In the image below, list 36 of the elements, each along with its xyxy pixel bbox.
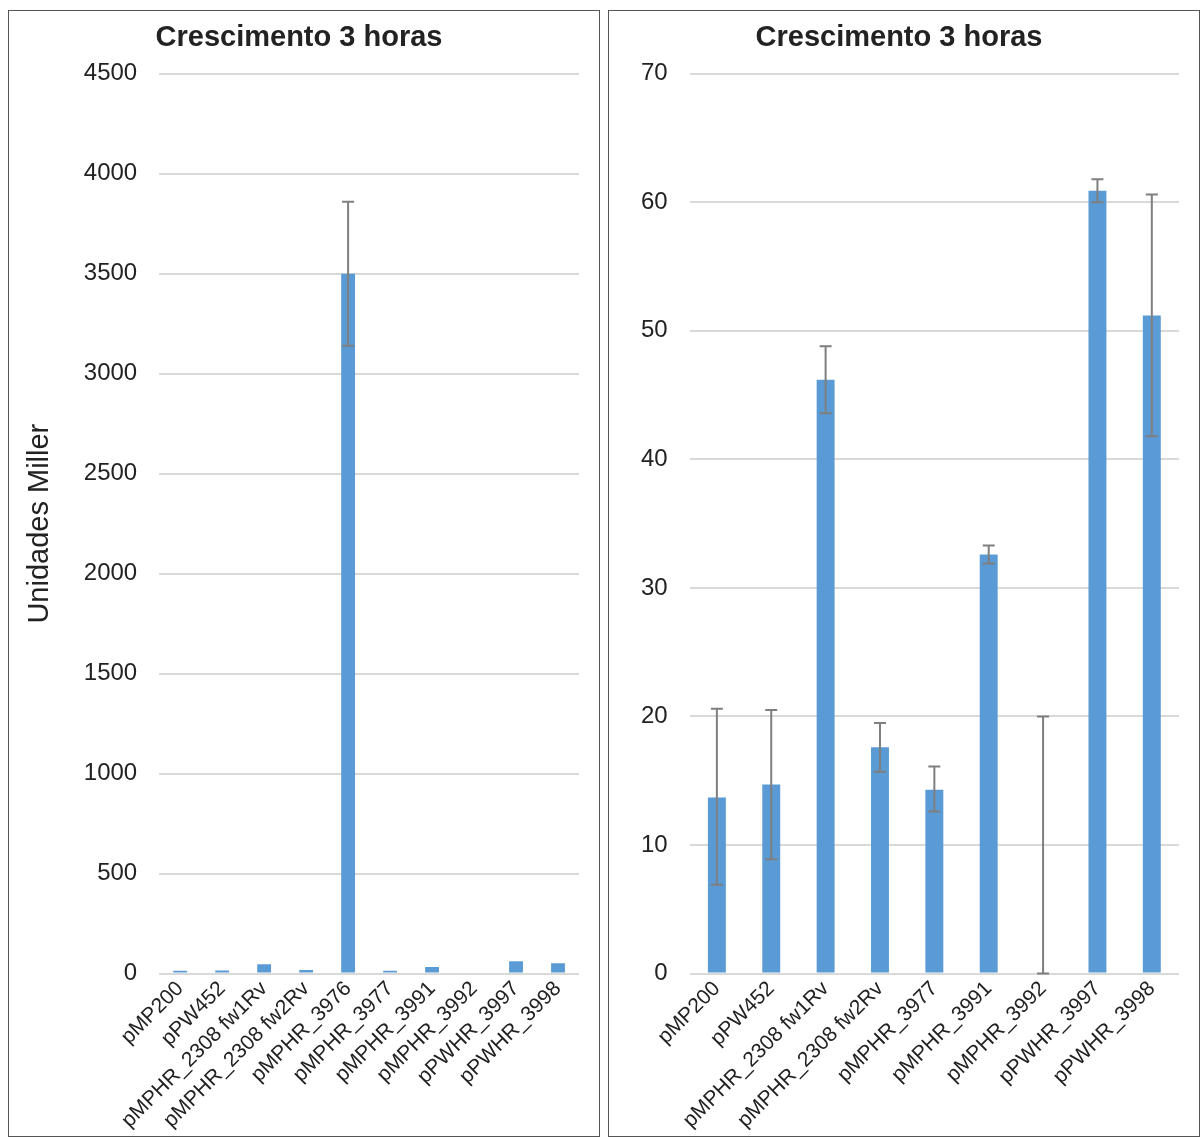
bar [551, 963, 565, 973]
bar [979, 554, 998, 973]
y-tick-label: 3000 [83, 358, 138, 386]
y-tick-label: 0 [123, 958, 138, 986]
bar [1088, 190, 1107, 973]
y-tick-label: 70 [640, 58, 668, 86]
bar [509, 961, 523, 973]
bar [299, 969, 314, 973]
y-tick-label: 500 [97, 858, 138, 886]
bar [707, 797, 726, 973]
bar [341, 273, 356, 973]
y-tick-label: 1000 [83, 758, 138, 786]
y-tick-label: 40 [640, 444, 668, 472]
y-axis-title: Unidades Miller [22, 423, 55, 624]
y-tick-label: 4500 [83, 58, 138, 86]
y-tick-label: 30 [640, 572, 668, 600]
bar [762, 784, 781, 973]
bar [215, 970, 230, 973]
bar [871, 747, 889, 973]
bar [1142, 315, 1161, 973]
y-tick-label: 60 [640, 186, 668, 214]
y-tick-label: 10 [640, 829, 668, 857]
y-tick-label: 3500 [83, 258, 138, 286]
y-tick-label: 0 [654, 958, 668, 986]
bar [925, 789, 944, 973]
bar [816, 379, 835, 973]
bar [425, 966, 439, 973]
y-tick-label: 20 [640, 701, 668, 729]
y-tick-label: 1500 [83, 658, 138, 686]
chart-title: Crescimento 3 horas [755, 20, 1043, 53]
bar [257, 964, 272, 973]
y-tick-label: 2000 [83, 558, 138, 586]
y-tick-label: 2500 [83, 458, 138, 486]
y-tick-label: 4000 [83, 158, 138, 186]
y-tick-label: 50 [640, 315, 668, 343]
chart-title: Crescimento 3 horas [155, 20, 443, 53]
